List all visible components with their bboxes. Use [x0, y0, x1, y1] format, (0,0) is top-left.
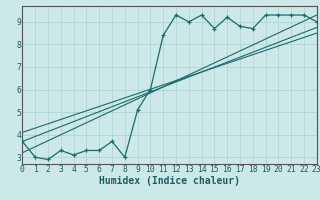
X-axis label: Humidex (Indice chaleur): Humidex (Indice chaleur) — [99, 176, 240, 186]
